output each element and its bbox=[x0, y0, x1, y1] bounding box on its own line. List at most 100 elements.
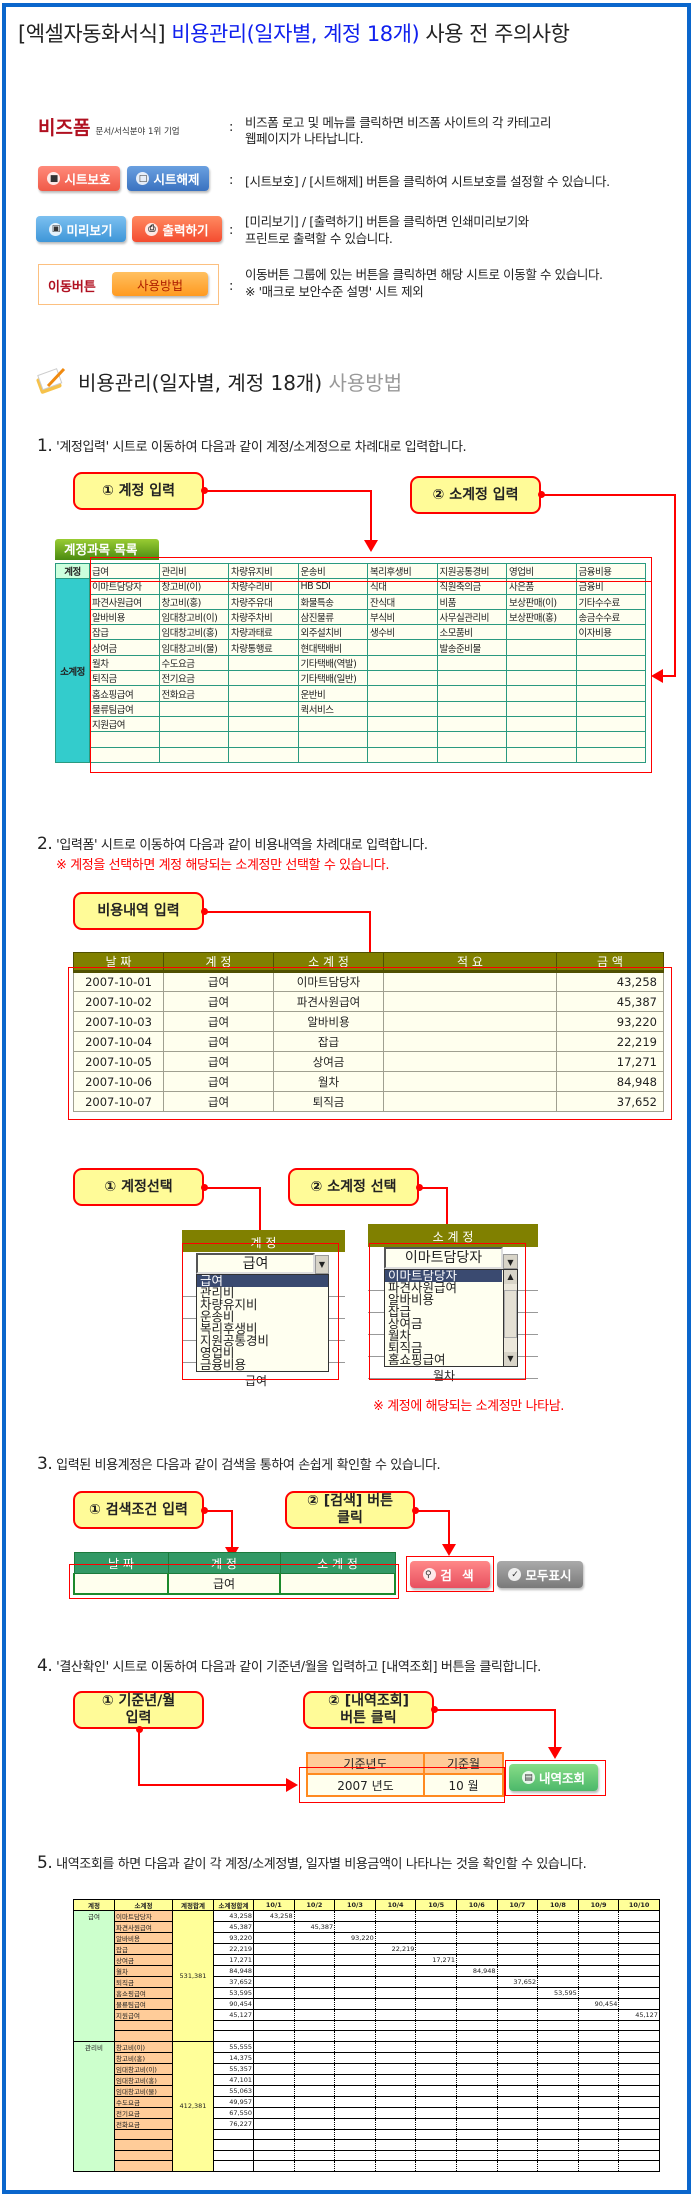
dropdown-option[interactable]: 금융비용 bbox=[200, 1357, 247, 1372]
subaccount-cell[interactable]: 차량통행료 bbox=[228, 639, 299, 656]
subaccount-dropdown-list[interactable]: 이마트담당자 파견사원급여 알바비용 잡급 상여금 월차 퇴직금 홈쇼핑급여 bbox=[384, 1269, 518, 1367]
table-cell[interactable]: 2007-10-01 bbox=[73, 971, 164, 992]
subaccount-cell[interactable] bbox=[228, 715, 299, 733]
table-cell[interactable] bbox=[383, 1011, 557, 1032]
dropdown-arrow-button[interactable]: ▼ bbox=[503, 1254, 518, 1269]
search-button[interactable]: ⚲ 검 색 bbox=[410, 1561, 490, 1588]
subaccount-cell[interactable] bbox=[575, 700, 646, 717]
subaccount-cell[interactable] bbox=[158, 746, 229, 763]
table-cell[interactable]: 37,652 bbox=[556, 1091, 664, 1112]
subaccount-cell[interactable]: 현대택배비 bbox=[297, 639, 368, 656]
table-cell[interactable]: 파견사원급여 bbox=[273, 991, 384, 1012]
usage-guide-button[interactable]: 사용방법 bbox=[112, 272, 208, 296]
subaccount-cell[interactable] bbox=[506, 685, 577, 702]
subaccount-cell[interactable]: 전화요금 bbox=[158, 685, 229, 702]
subaccount-cell[interactable] bbox=[575, 715, 646, 733]
account-cell[interactable]: 영업비 bbox=[506, 562, 577, 580]
dropdown-option[interactable]: 월차 bbox=[388, 1328, 412, 1343]
subaccount-cell[interactable]: HB SDI bbox=[297, 578, 368, 595]
dropdown-option[interactable]: 상여금 bbox=[388, 1316, 423, 1331]
dropdown-option[interactable]: 급여 bbox=[197, 1275, 328, 1287]
table-cell[interactable]: 상여금 bbox=[273, 1051, 384, 1072]
table-cell[interactable]: 22,219 bbox=[556, 1031, 664, 1052]
date-input-cell[interactable]: 10 월 bbox=[423, 1773, 504, 1797]
account-cell[interactable]: 관리비 bbox=[158, 562, 229, 580]
subaccount-cell[interactable] bbox=[89, 746, 160, 763]
account-cell[interactable]: 운송비 bbox=[297, 562, 368, 580]
dropdown-option[interactable]: 영업비 bbox=[200, 1345, 235, 1360]
sheet-unprotect-button[interactable]: □ 시트해제 bbox=[127, 166, 209, 191]
dropdown-option[interactable]: 차량유지비 bbox=[200, 1297, 258, 1312]
subaccount-cell[interactable] bbox=[228, 731, 299, 748]
dropdown-option[interactable]: 이마트담당자 bbox=[385, 1270, 502, 1282]
dropdown-option[interactable]: 홈쇼핑급여 bbox=[388, 1352, 446, 1367]
table-cell[interactable] bbox=[383, 1031, 557, 1052]
search-input-cell[interactable]: 급여 bbox=[167, 1573, 281, 1595]
subaccount-cell[interactable] bbox=[228, 700, 299, 717]
account-dropdown-list[interactable]: 급여 관리비 차량유지비 운송비 복리후생비 지원공통경비 영업비 금융비용 bbox=[196, 1274, 329, 1372]
subaccount-cell[interactable] bbox=[228, 685, 299, 702]
dropdown-option[interactable]: 복리후생비 bbox=[200, 1321, 258, 1336]
subaccount-cell[interactable]: 전기요금 bbox=[158, 670, 229, 687]
print-button[interactable]: ⎙ 출력하기 bbox=[132, 216, 222, 242]
table-cell[interactable]: 2007-10-04 bbox=[73, 1031, 164, 1052]
subaccount-cell[interactable] bbox=[158, 700, 229, 717]
account-cell[interactable]: 급여 bbox=[89, 562, 160, 580]
subaccount-cell[interactable] bbox=[228, 746, 299, 763]
subaccount-cell[interactable] bbox=[367, 746, 438, 763]
subaccount-cell[interactable] bbox=[367, 731, 438, 748]
dropdown-option[interactable]: 퇴직금 bbox=[388, 1340, 423, 1355]
subaccount-cell[interactable]: 화물특송 bbox=[297, 593, 368, 610]
table-cell[interactable]: 2007-10-05 bbox=[73, 1051, 164, 1072]
subaccount-cell[interactable]: 직원축의금 bbox=[436, 578, 507, 595]
subaccount-cell[interactable]: 지원급여 bbox=[89, 715, 160, 733]
subaccount-cell[interactable]: 발송준비물 bbox=[436, 639, 507, 656]
subaccount-cell[interactable]: 물류팀급여 bbox=[89, 700, 160, 717]
account-combobox[interactable]: 급여 bbox=[196, 1253, 315, 1274]
subaccount-cell[interactable]: 사은품 bbox=[506, 578, 577, 595]
table-cell[interactable]: 2007-10-07 bbox=[73, 1091, 164, 1112]
table-cell[interactable]: 2007-10-02 bbox=[73, 991, 164, 1012]
subaccount-cell[interactable]: 사무실관리비 bbox=[436, 608, 507, 626]
dropdown-option[interactable]: 잡급 bbox=[388, 1304, 412, 1319]
table-cell[interactable]: 45,387 bbox=[556, 991, 664, 1012]
preview-button[interactable]: ▣ 미리보기 bbox=[36, 216, 126, 242]
table-cell[interactable]: 17,271 bbox=[556, 1051, 664, 1072]
subaccount-cell[interactable]: 차량주유대 bbox=[228, 593, 299, 610]
subaccount-cell[interactable] bbox=[506, 731, 577, 748]
dropdown-option[interactable]: 관리비 bbox=[200, 1285, 235, 1300]
subaccount-cell[interactable]: 금융비 bbox=[575, 578, 646, 595]
table-cell[interactable]: 잡급 bbox=[273, 1031, 384, 1052]
dropdown-option[interactable]: 운송비 bbox=[200, 1309, 235, 1324]
subaccount-cell[interactable]: 창고비(홍) bbox=[158, 593, 229, 610]
table-cell[interactable] bbox=[383, 1091, 557, 1112]
table-cell[interactable]: 93,220 bbox=[556, 1011, 664, 1032]
table-cell[interactable] bbox=[383, 1071, 557, 1092]
subaccount-cell[interactable]: 운반비 bbox=[297, 685, 368, 702]
subaccount-cell[interactable] bbox=[506, 654, 577, 672]
account-cell[interactable]: 지원공통경비 bbox=[436, 562, 507, 580]
subaccount-cell[interactable] bbox=[506, 746, 577, 763]
search-input-cell[interactable] bbox=[73, 1573, 169, 1595]
dropdown-option[interactable]: 파견사원급여 bbox=[388, 1280, 458, 1295]
subaccount-cell[interactable] bbox=[367, 654, 438, 672]
table-cell[interactable]: 이마트담당자 bbox=[273, 971, 384, 992]
subaccount-cell[interactable] bbox=[575, 731, 646, 748]
subaccount-cell[interactable] bbox=[436, 654, 507, 672]
subaccount-cell[interactable]: 부식비 bbox=[367, 608, 438, 626]
subaccount-combobox[interactable]: 이마트담당자 bbox=[384, 1247, 503, 1269]
scroll-thumb[interactable] bbox=[504, 1290, 517, 1338]
subaccount-cell[interactable] bbox=[436, 746, 507, 763]
sheet-protect-button[interactable]: ■ 시트보호 bbox=[38, 166, 120, 191]
table-cell[interactable]: 급여 bbox=[163, 1091, 274, 1112]
subaccount-cell[interactable] bbox=[575, 685, 646, 702]
subaccount-cell[interactable] bbox=[367, 670, 438, 687]
dropdown-arrow-button[interactable]: ▼ bbox=[315, 1255, 329, 1274]
subaccount-cell[interactable]: 보상판매(이) bbox=[506, 593, 577, 610]
account-list-tab[interactable]: 계정과목 목록 bbox=[55, 539, 159, 560]
table-cell[interactable]: 알바비용 bbox=[273, 1011, 384, 1032]
subaccount-cell[interactable] bbox=[436, 670, 507, 687]
subaccount-cell[interactable] bbox=[575, 654, 646, 672]
subaccount-cell[interactable] bbox=[506, 624, 577, 641]
subaccount-cell[interactable]: 차량과태료 bbox=[228, 624, 299, 641]
